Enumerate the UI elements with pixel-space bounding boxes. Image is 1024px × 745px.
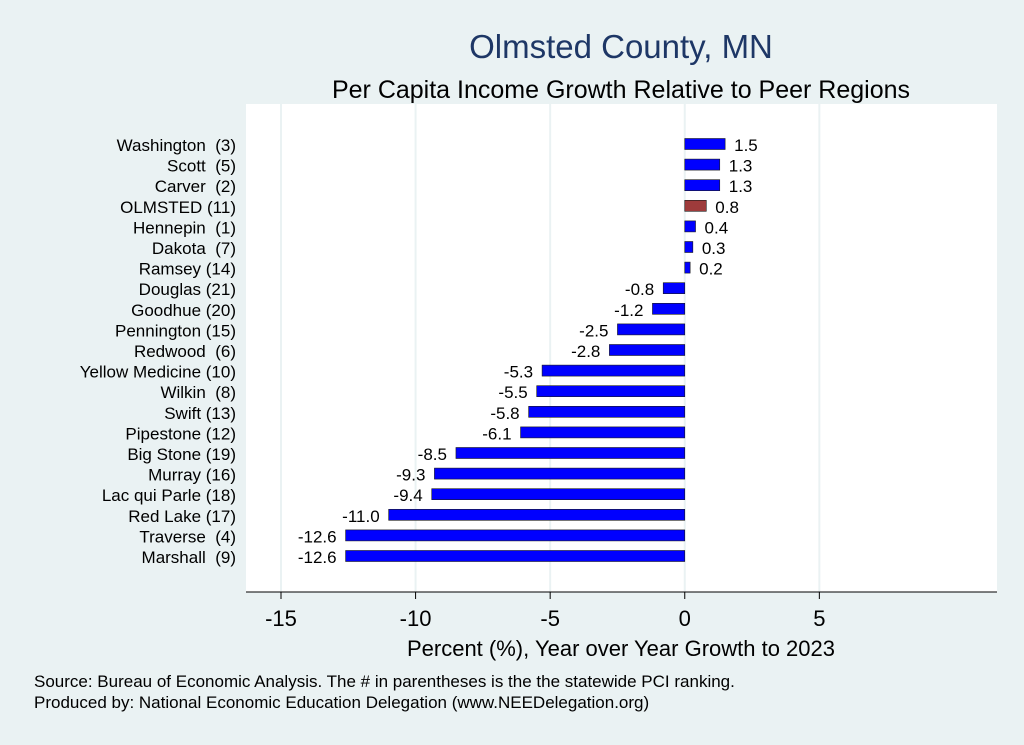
category-label: Pipestone (12) — [125, 424, 236, 443]
bar — [684, 220, 696, 233]
bar — [684, 179, 721, 191]
bar — [388, 508, 686, 521]
value-label: -5.5 — [498, 383, 527, 402]
value-label: 0.3 — [702, 239, 726, 258]
bar — [536, 385, 686, 398]
category-label: Marshall (9) — [142, 548, 236, 567]
value-label: -9.3 — [396, 466, 425, 485]
bar — [345, 529, 686, 542]
value-label: 1.3 — [729, 157, 753, 176]
value-label: 1.5 — [734, 136, 758, 155]
bar — [528, 405, 686, 418]
bar — [609, 344, 686, 356]
value-label: -5.8 — [490, 404, 519, 423]
bar — [345, 550, 686, 562]
producer-note: Produced by: National Economic Education… — [34, 693, 650, 712]
value-label: -12.6 — [298, 548, 337, 567]
value-label: -5.3 — [504, 363, 533, 382]
category-label: Wilkin (8) — [160, 383, 236, 402]
bar — [684, 138, 726, 150]
chart-title: Olmsted County, MN — [469, 28, 773, 65]
bar — [617, 323, 686, 336]
bar — [434, 467, 686, 480]
bar — [652, 302, 686, 315]
bar — [662, 282, 686, 295]
bar — [684, 200, 707, 212]
value-label: -8.5 — [418, 445, 447, 464]
category-label: Pennington (15) — [115, 321, 236, 340]
value-labels: 1.5 1.31.3 0.80.4 0.3 0.2 -0.8 -1.2 -2.5 -2.8 -5.… — [298, 136, 758, 567]
value-label: -9.4 — [393, 486, 422, 505]
x-tick-label: -10 — [400, 606, 432, 631]
value-label: 0.8 — [715, 198, 739, 217]
category-label: Big Stone (19) — [127, 445, 236, 464]
category-label: Red Lake (17) — [128, 507, 236, 526]
category-label: Redwood (6) — [134, 342, 236, 361]
category-label: Murray (16) — [148, 466, 236, 485]
value-label: -0.8 — [625, 280, 654, 299]
category-label: Goodhue (20) — [131, 301, 236, 320]
category-label: Ramsey (14) — [139, 260, 236, 279]
category-labels: Washington (3) Scott (5)Carver (2) OLMSTED… — [80, 136, 236, 567]
bar — [455, 447, 686, 459]
value-label: -11.0 — [342, 507, 380, 526]
category-label: Hennepin (1) — [133, 218, 236, 237]
category-label: Lac qui Parle (18) — [102, 486, 236, 505]
value-label: -2.5 — [579, 321, 608, 340]
category-label: Scott (5) — [167, 157, 236, 176]
bars — [345, 138, 726, 562]
category-label: Swift (13) — [164, 404, 236, 423]
value-label: 0.2 — [699, 260, 723, 279]
category-label: Carver (2) — [155, 177, 236, 196]
x-axis-title: Percent (%), Year over Year Growth to 20… — [407, 636, 835, 661]
x-tick-label: 0 — [679, 606, 691, 631]
chart-subtitle: Per Capita Income Growth Relative to Pee… — [332, 76, 910, 104]
bar — [520, 426, 686, 439]
category-label: OLMSTED (11) — [120, 198, 236, 217]
value-label: -1.2 — [614, 301, 643, 320]
x-tick-label: -5 — [540, 606, 560, 631]
bar — [431, 488, 686, 501]
value-label: -6.1 — [482, 424, 511, 443]
value-label: 1.3 — [729, 177, 753, 196]
x-axis-ticks: -15 -10 -5 0 5 — [265, 592, 825, 631]
category-label: Yellow Medicine (10) — [80, 363, 236, 382]
category-label: Washington (3) — [117, 136, 236, 155]
bar — [684, 241, 694, 253]
x-tick-label: -15 — [265, 606, 297, 631]
value-label: -2.8 — [571, 342, 600, 361]
value-label: -12.6 — [298, 527, 337, 546]
source-note: Source: Bureau of Economic Analysis. The… — [34, 672, 735, 691]
bar — [684, 261, 691, 274]
value-label: 0.4 — [705, 218, 729, 237]
x-tick-label: 5 — [813, 606, 825, 631]
category-label: Traverse (4) — [139, 527, 236, 546]
bar — [541, 364, 686, 377]
category-label: Douglas (21) — [139, 280, 236, 299]
category-label: Dakota (7) — [152, 239, 236, 258]
bar — [684, 158, 721, 171]
